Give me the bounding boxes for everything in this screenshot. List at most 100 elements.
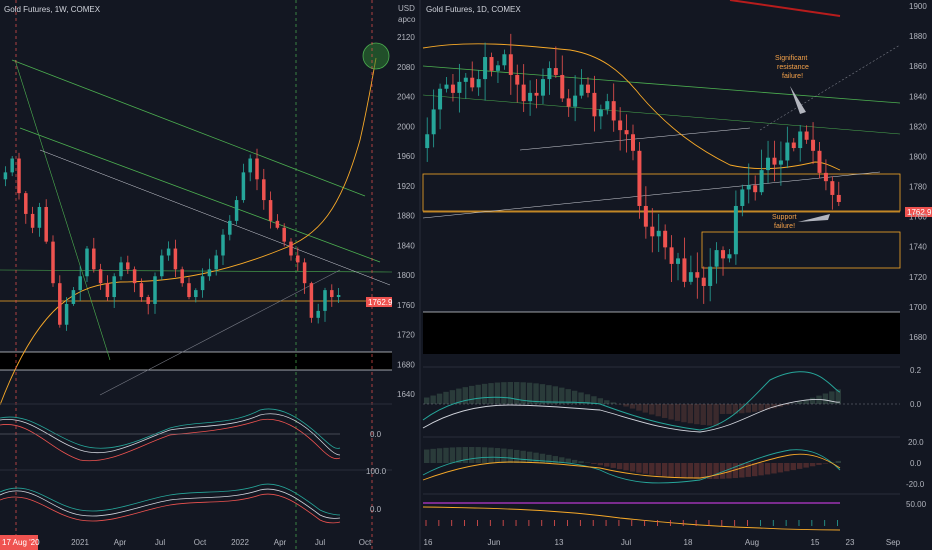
candle-body xyxy=(166,248,171,256)
candle-body xyxy=(579,84,584,96)
candle-body xyxy=(463,77,468,82)
osc1-bar xyxy=(488,383,494,404)
right-daily-chart[interactable]: Significant resistance failure! Support … xyxy=(419,0,932,550)
osc2-bar xyxy=(719,463,726,479)
left-x-tick: 2022 xyxy=(231,538,249,547)
left-axis-tick: 1880 xyxy=(397,212,415,221)
candle-body xyxy=(119,262,123,277)
osc2-bar xyxy=(501,448,507,463)
osc2-bar xyxy=(578,461,584,463)
candle-body xyxy=(289,241,293,256)
osc2-bar xyxy=(629,463,636,472)
right-axis-tick: 1840 xyxy=(909,92,927,101)
right-axis-tick: 1900 xyxy=(909,2,927,11)
left-date-label: 17 Aug '20 xyxy=(2,538,40,547)
left-target-circle xyxy=(362,42,390,70)
osc2-bar xyxy=(790,463,796,471)
left-axis-tick: 1960 xyxy=(397,152,415,161)
candle-body xyxy=(714,250,719,267)
osc1-bar xyxy=(803,399,809,404)
candle-body xyxy=(746,185,751,190)
right-x-tick: 18 xyxy=(684,538,693,547)
candle-body xyxy=(296,255,300,263)
candle-body xyxy=(173,248,178,270)
candle-body xyxy=(85,248,89,277)
osc1-bar xyxy=(552,386,559,404)
osc1-bar xyxy=(526,382,533,404)
osc1-bar xyxy=(674,404,681,421)
resistance-arrow[interactable] xyxy=(790,86,806,114)
left-trendline-3 xyxy=(14,59,111,361)
left-trendline-1 xyxy=(11,59,366,197)
osc2-bar xyxy=(475,447,481,463)
candle-body xyxy=(126,262,130,270)
candle-body xyxy=(200,276,205,291)
osc2-bar xyxy=(565,458,571,463)
right-axis-tick: 1860 xyxy=(909,62,927,71)
candle-body xyxy=(275,220,280,228)
left-osc3-label: 0.0 xyxy=(370,505,382,514)
left-axis-tick: 2120 xyxy=(397,33,415,42)
candle-body xyxy=(255,158,259,180)
candle-body xyxy=(98,269,103,284)
osc1-bar xyxy=(520,382,526,404)
candle-body xyxy=(194,290,198,298)
candle-body xyxy=(64,303,69,325)
left-weekly-chart[interactable]: Gold Futures, 1W, COMEX 1762.9 0.0 100.0… xyxy=(0,0,393,550)
left-osc1-line-b xyxy=(0,418,341,462)
osc1-bar xyxy=(784,404,790,406)
osc1-bar xyxy=(565,389,571,404)
left-trendline-5 xyxy=(39,149,391,286)
osc1-bar xyxy=(732,404,739,414)
osc2-bar xyxy=(771,463,777,474)
right-axis-tick: 1700 xyxy=(909,303,927,312)
right-price-tag-bg xyxy=(905,207,932,217)
candle-body xyxy=(585,84,590,93)
support-arrow[interactable] xyxy=(798,214,830,222)
osc2-bar xyxy=(809,463,816,467)
right-osc3-markers xyxy=(425,520,838,526)
candle-body xyxy=(688,272,693,282)
candle-body xyxy=(457,81,462,93)
candle-body xyxy=(58,283,62,325)
candle-body xyxy=(534,92,539,96)
candle-body xyxy=(323,290,327,311)
left-price-axis[interactable]: USD арсо 2120 2080 2040 2000 1960 1920 1880 184… xyxy=(397,4,416,399)
candle-body xyxy=(778,160,783,165)
candle-body xyxy=(804,131,809,140)
osc2-bar xyxy=(642,463,649,474)
candle-body xyxy=(248,158,252,173)
osc2-bar xyxy=(803,463,809,468)
left-osc2-line-c xyxy=(0,483,341,516)
osc1-bar xyxy=(822,393,829,404)
candle-body xyxy=(830,181,835,195)
candle-body xyxy=(643,205,648,227)
annotation-support-1: Support xyxy=(772,214,797,221)
left-axis-tick: 1720 xyxy=(397,331,415,340)
candle-body xyxy=(17,158,21,194)
candle-body xyxy=(656,230,661,237)
candle-body xyxy=(515,74,520,85)
osc1-bar xyxy=(790,403,796,404)
candle-body xyxy=(560,74,565,99)
candle-body xyxy=(112,276,116,298)
right-osc3-curve xyxy=(422,506,841,531)
right-osc2-line-b xyxy=(422,453,841,481)
annotation-support-2: failure! xyxy=(774,223,795,230)
right-chart-title: Gold Futures, 1D, COMEX xyxy=(426,5,521,14)
osc1-bar xyxy=(501,382,507,404)
candle-body xyxy=(139,283,144,298)
candle-body xyxy=(444,84,449,89)
osc2-bar xyxy=(443,447,449,463)
osc1-bar xyxy=(745,404,751,413)
right-price-axis[interactable]: 1900 1880 1860 1840 1820 1800 1780 1760 1740 1720… xyxy=(909,2,927,342)
right-price-tag: 1762.9 xyxy=(907,208,932,217)
candle-body xyxy=(228,220,232,235)
candle-body xyxy=(566,98,571,107)
left-axis-tick: 2080 xyxy=(397,63,415,72)
left-osc2-line-b xyxy=(0,493,341,524)
osc1-bar xyxy=(481,383,488,404)
left-green-hline xyxy=(0,269,393,273)
